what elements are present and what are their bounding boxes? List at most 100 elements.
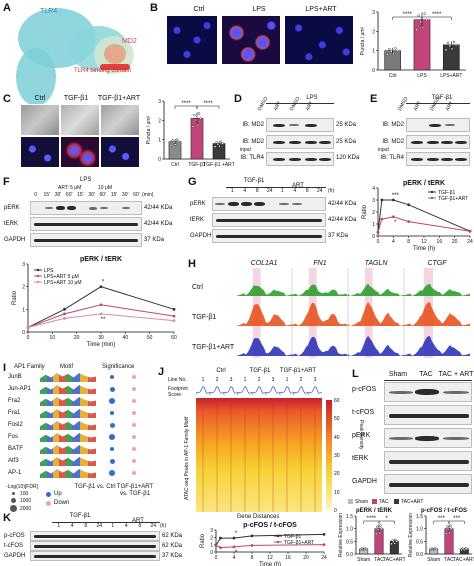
i-dot-down xyxy=(132,375,136,379)
x-tick-label: LPS+ART xyxy=(440,73,462,79)
l-row-label: GAPDH xyxy=(352,478,377,485)
j-rep: 3 xyxy=(271,377,275,383)
i-dot-down xyxy=(132,471,136,475)
legend-label: TGF-β1 xyxy=(284,534,302,540)
x-tick-label: 8 xyxy=(251,555,254,561)
data-point xyxy=(465,547,468,551)
k-row-label: p-cFOS xyxy=(4,533,25,539)
e-header: TGF-β1 xyxy=(431,95,453,101)
y-tick-label: 1 xyxy=(210,543,213,549)
series-line xyxy=(377,216,471,233)
j-footprint-curve xyxy=(223,386,239,395)
k-unit: (h) xyxy=(160,523,167,529)
i-factor: Fos xyxy=(8,434,19,440)
d-blot-1 xyxy=(266,118,334,132)
y-tick-label: 1.5 xyxy=(416,514,423,520)
d-kda: 120 KDa xyxy=(336,155,360,161)
series-point xyxy=(232,545,236,549)
sig-label: ** xyxy=(101,317,106,323)
g-timepoints: 1 4 8 24 1 4 8 24 xyxy=(226,188,326,196)
series-point xyxy=(250,544,254,547)
d-blot-3 xyxy=(266,152,334,166)
g-time: 24 xyxy=(316,188,323,194)
g-row-label: GAPDH xyxy=(190,233,212,239)
i-factor: BATF xyxy=(8,446,23,452)
d-kda: 25 KDa xyxy=(336,122,357,128)
l-row-label: p-cFOS xyxy=(352,386,377,393)
x-tick-label: 0 xyxy=(215,555,218,561)
series-point xyxy=(99,285,103,289)
h-track xyxy=(348,301,404,326)
sig-label: **** xyxy=(367,516,377,522)
series-point xyxy=(26,326,30,329)
x-tick-label: 12 xyxy=(267,555,273,561)
motif-logo xyxy=(40,385,96,394)
y-axis-label: Puncta / μm² xyxy=(146,115,152,144)
h-row-label: TGF-β1 xyxy=(192,314,217,321)
y-axis-label: Puncta / μm² xyxy=(360,26,366,55)
sig-label: *** xyxy=(453,516,461,522)
j-ctick: 20 xyxy=(334,471,340,478)
h-tracks xyxy=(236,268,470,358)
data-point xyxy=(376,525,379,528)
x-tick-label: 4 xyxy=(233,555,236,561)
x-tick-label: Sham xyxy=(357,557,370,563)
data-point xyxy=(444,532,448,535)
micrograph-lps xyxy=(221,15,281,65)
i-factor: Fosl2 xyxy=(8,422,23,428)
f-blot-perk xyxy=(30,201,142,215)
i-dot-down xyxy=(132,423,136,427)
data-point xyxy=(378,531,381,534)
y-tick-label: 0 xyxy=(372,68,375,74)
j-clabel: Peak Density xyxy=(358,420,364,450)
y-axis-label: Ratio xyxy=(12,290,18,305)
k-time: 24 xyxy=(96,523,103,529)
f-time: 60' xyxy=(133,192,140,198)
i-dot-up xyxy=(110,411,114,415)
h-gene: FN1 xyxy=(313,260,327,267)
series-line xyxy=(27,304,175,328)
i-factor: Fra1 xyxy=(8,410,21,416)
h-track xyxy=(236,338,292,356)
f-time: 30' xyxy=(121,192,129,198)
data-point xyxy=(169,143,173,147)
l-group: TAC + ART xyxy=(438,371,474,378)
j-rep: 2 xyxy=(299,377,303,383)
d-row-label: IB: MD2 xyxy=(242,122,264,128)
series-point xyxy=(219,536,222,540)
f-time: 15' xyxy=(77,192,84,198)
l-row-label: pERK xyxy=(352,432,371,439)
g-time: 8 xyxy=(255,188,259,194)
motif-logo xyxy=(40,433,96,442)
f-art: ART: 5 μM xyxy=(58,185,82,191)
x-tick-label: 60 xyxy=(171,335,177,341)
h-row-label: Ctrl xyxy=(192,284,203,291)
data-point xyxy=(379,524,382,527)
l-group: TAC xyxy=(419,371,433,378)
j-cticks: 60 50 40 30 20 10 0 xyxy=(334,398,350,514)
f-time: 15' xyxy=(110,192,118,198)
protein-structure xyxy=(16,8,146,108)
micrograph-fluo-tgf-art xyxy=(100,136,140,168)
data-point xyxy=(172,141,176,144)
panel-label-a: A xyxy=(3,2,11,14)
data-point xyxy=(216,142,220,146)
x-tick-label: LPS xyxy=(417,73,427,79)
motif-logo xyxy=(40,397,96,406)
legend-label: LPS xyxy=(44,268,54,274)
j-group: Ctrl xyxy=(216,368,226,374)
g-unit: (h) xyxy=(328,188,335,194)
f-kda: 42/44 KDa xyxy=(144,221,173,227)
k-time: 1 xyxy=(111,523,115,529)
data-point xyxy=(421,26,424,29)
y-tick-label: 1 xyxy=(22,307,25,313)
i-size: 2000 xyxy=(20,506,32,512)
f-kda: 37 KDa xyxy=(144,237,165,243)
series-point xyxy=(63,307,66,311)
j-footprint-curve xyxy=(265,386,281,395)
j-footprint-curve xyxy=(279,386,295,395)
k-time: 4 xyxy=(124,523,128,529)
